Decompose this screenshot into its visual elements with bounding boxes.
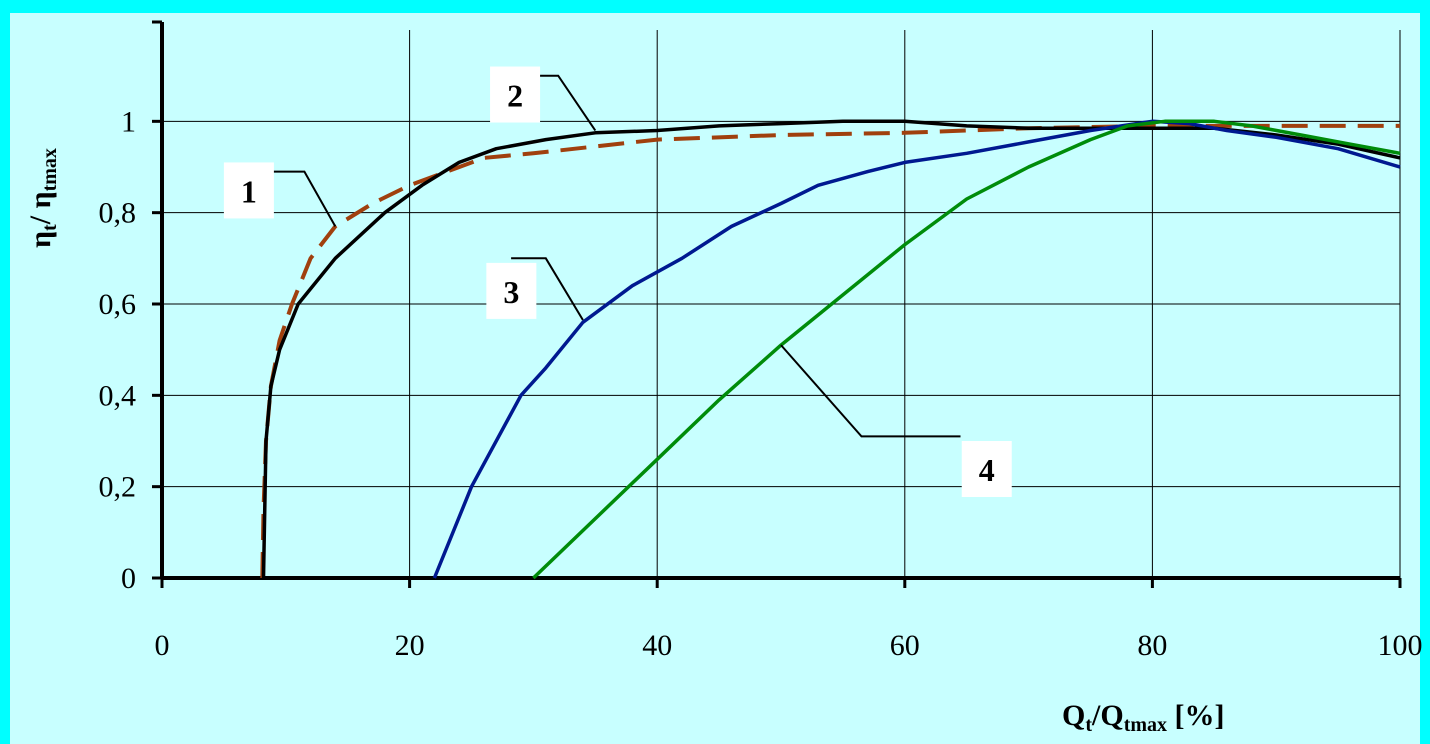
axis-title-part: Q (1062, 699, 1085, 732)
series-line-3 (432, 119, 1401, 579)
x-tick-label-0: 0 (155, 629, 170, 662)
series-group (260, 119, 1401, 580)
series-line-2 (261, 119, 1401, 579)
tick-labels: 0 20 40 60 80 100 0 0,2 0,4 0,6 0,8 1 (99, 105, 1423, 662)
y-tick-label-2: 0,4 (99, 379, 137, 412)
annotation-box-4 (961, 441, 1012, 497)
axis-title-part: tmax (1124, 714, 1167, 736)
curve-label-3: 3 (503, 274, 519, 310)
series-line-4 (532, 119, 1401, 580)
x-tick-label-4: 80 (1137, 629, 1167, 662)
axis-title-part: /Q (1091, 699, 1124, 732)
x-tick-label-3: 60 (890, 629, 920, 662)
axis-title-part: η (24, 231, 57, 248)
y-tick-label-4: 0,8 (99, 197, 137, 230)
y-axis-title: ηt/ ηtmax (24, 148, 61, 248)
axis-title-part: tmax (39, 148, 61, 191)
chart-background (10, 13, 1420, 744)
axis-title-part: t (39, 224, 61, 231)
y-tick-label-0: 0 (121, 562, 136, 595)
annotation-leader-4 (780, 344, 961, 438)
curve-label-1: 1 (241, 173, 257, 209)
axis-title-part: [%] (1167, 699, 1224, 732)
axis-title-part: / η (24, 191, 57, 225)
curve-label-4: 4 (979, 452, 995, 488)
y-tick-label-1: 0,2 (99, 471, 137, 504)
x-tick-label-2: 40 (642, 629, 672, 662)
annotation-box-3 (486, 262, 537, 319)
y-tick-label-5: 1 (121, 105, 136, 138)
axes (152, 20, 1402, 588)
annotation-box-1 (223, 162, 274, 219)
axis-title-part: t (1085, 714, 1092, 736)
grid (162, 30, 1401, 578)
y-tick-label-3: 0,6 (99, 288, 137, 321)
annotations: 1 2 3 4 (223, 66, 1012, 497)
annotation-leader-3 (511, 257, 584, 321)
x-tick-label-1: 20 (395, 629, 425, 662)
curve-label-2: 2 (507, 78, 523, 114)
series-line-1 (260, 123, 1400, 579)
annotation-box-2 (490, 66, 541, 123)
x-tick-label-5: 100 (1378, 629, 1423, 662)
x-axis-title: Qt/Qtmax [%] (1062, 699, 1225, 736)
